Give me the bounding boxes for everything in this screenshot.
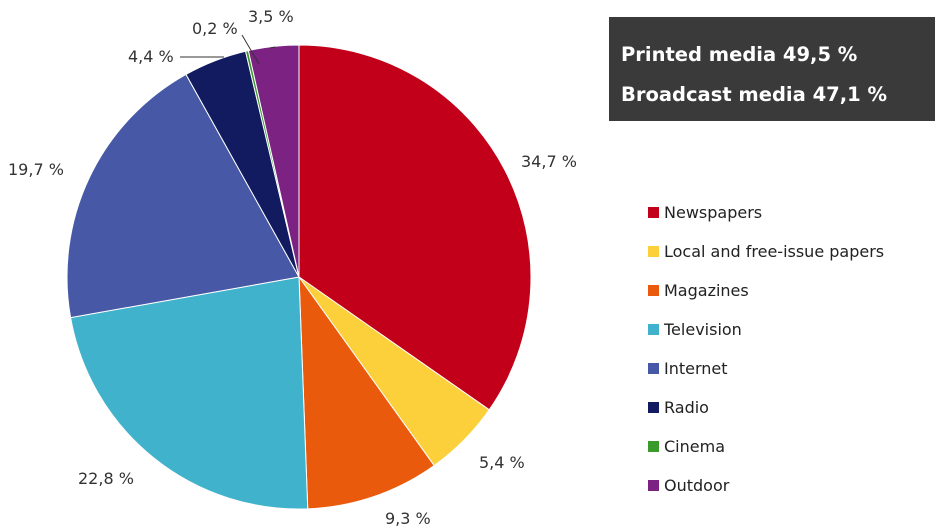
legend-swatch: [648, 207, 659, 218]
legend-label: Radio: [664, 398, 709, 417]
slice-value-label: 0,2 %: [192, 19, 238, 38]
legend-label: Cinema: [664, 437, 725, 456]
leader-line: [241, 34, 260, 65]
legend-swatch: [648, 285, 659, 296]
legend-item: Local and free-issue papers: [648, 232, 884, 271]
legend-label: Newspapers: [664, 203, 763, 222]
slice-value-label: 9,3 %: [385, 509, 431, 528]
legend-label: Local and free-issue papers: [664, 242, 885, 261]
slice-value-label: 34,7 %: [521, 152, 577, 171]
legend-item: Newspapers: [648, 193, 884, 232]
pie-chart: 34,7 % 5,4 % 9,3 % 22,8 % 19,7 % 4,4 % 0,2 % 3,…: [8, 7, 577, 528]
pie-slice-magazines: [298, 275, 435, 510]
legend-label: Television: [664, 320, 742, 339]
slice-value-label: 3,5 %: [248, 7, 294, 26]
slice-value-label: 5,4 %: [479, 453, 525, 472]
legend-item: Radio: [648, 388, 884, 427]
slice-value-label: 19,7 %: [8, 160, 64, 179]
pie-slice-outdoor: [247, 44, 300, 278]
pie-slice-television: [70, 276, 309, 510]
leader-line: [269, 46, 276, 49]
legend-label: Outdoor: [664, 476, 730, 495]
legend-item: Magazines: [648, 271, 884, 310]
legend-item: Internet: [648, 349, 884, 388]
media-summary-box: Printed media 49,5 % Broadcast media 47,…: [609, 17, 935, 121]
legend-swatch: [648, 402, 659, 413]
broadcast-media-total: Broadcast media 47,1 %: [621, 83, 888, 106]
legend-swatch: [648, 480, 659, 491]
legend-label: Magazines: [664, 281, 749, 300]
legend-item: Television: [648, 310, 884, 349]
legend-item: Cinema: [648, 427, 884, 466]
chart-legend: Newspapers Local and free-issue papers Mag…: [648, 193, 884, 505]
legend-label: Internet: [664, 359, 728, 378]
slice-value-label: 4,4 %: [128, 47, 174, 66]
legend-swatch: [648, 246, 659, 257]
legend-swatch: [648, 324, 659, 335]
pie-slices: [66, 44, 532, 510]
pie-slice-internet: [66, 73, 300, 319]
legend-item: Outdoor: [648, 466, 884, 505]
printed-media-total: Printed media 49,5 %: [621, 43, 858, 66]
slice-value-label: 22,8 %: [78, 469, 134, 488]
legend-swatch: [648, 441, 659, 452]
legend-swatch: [648, 363, 659, 374]
pie-slice-newspapers: [298, 44, 532, 411]
